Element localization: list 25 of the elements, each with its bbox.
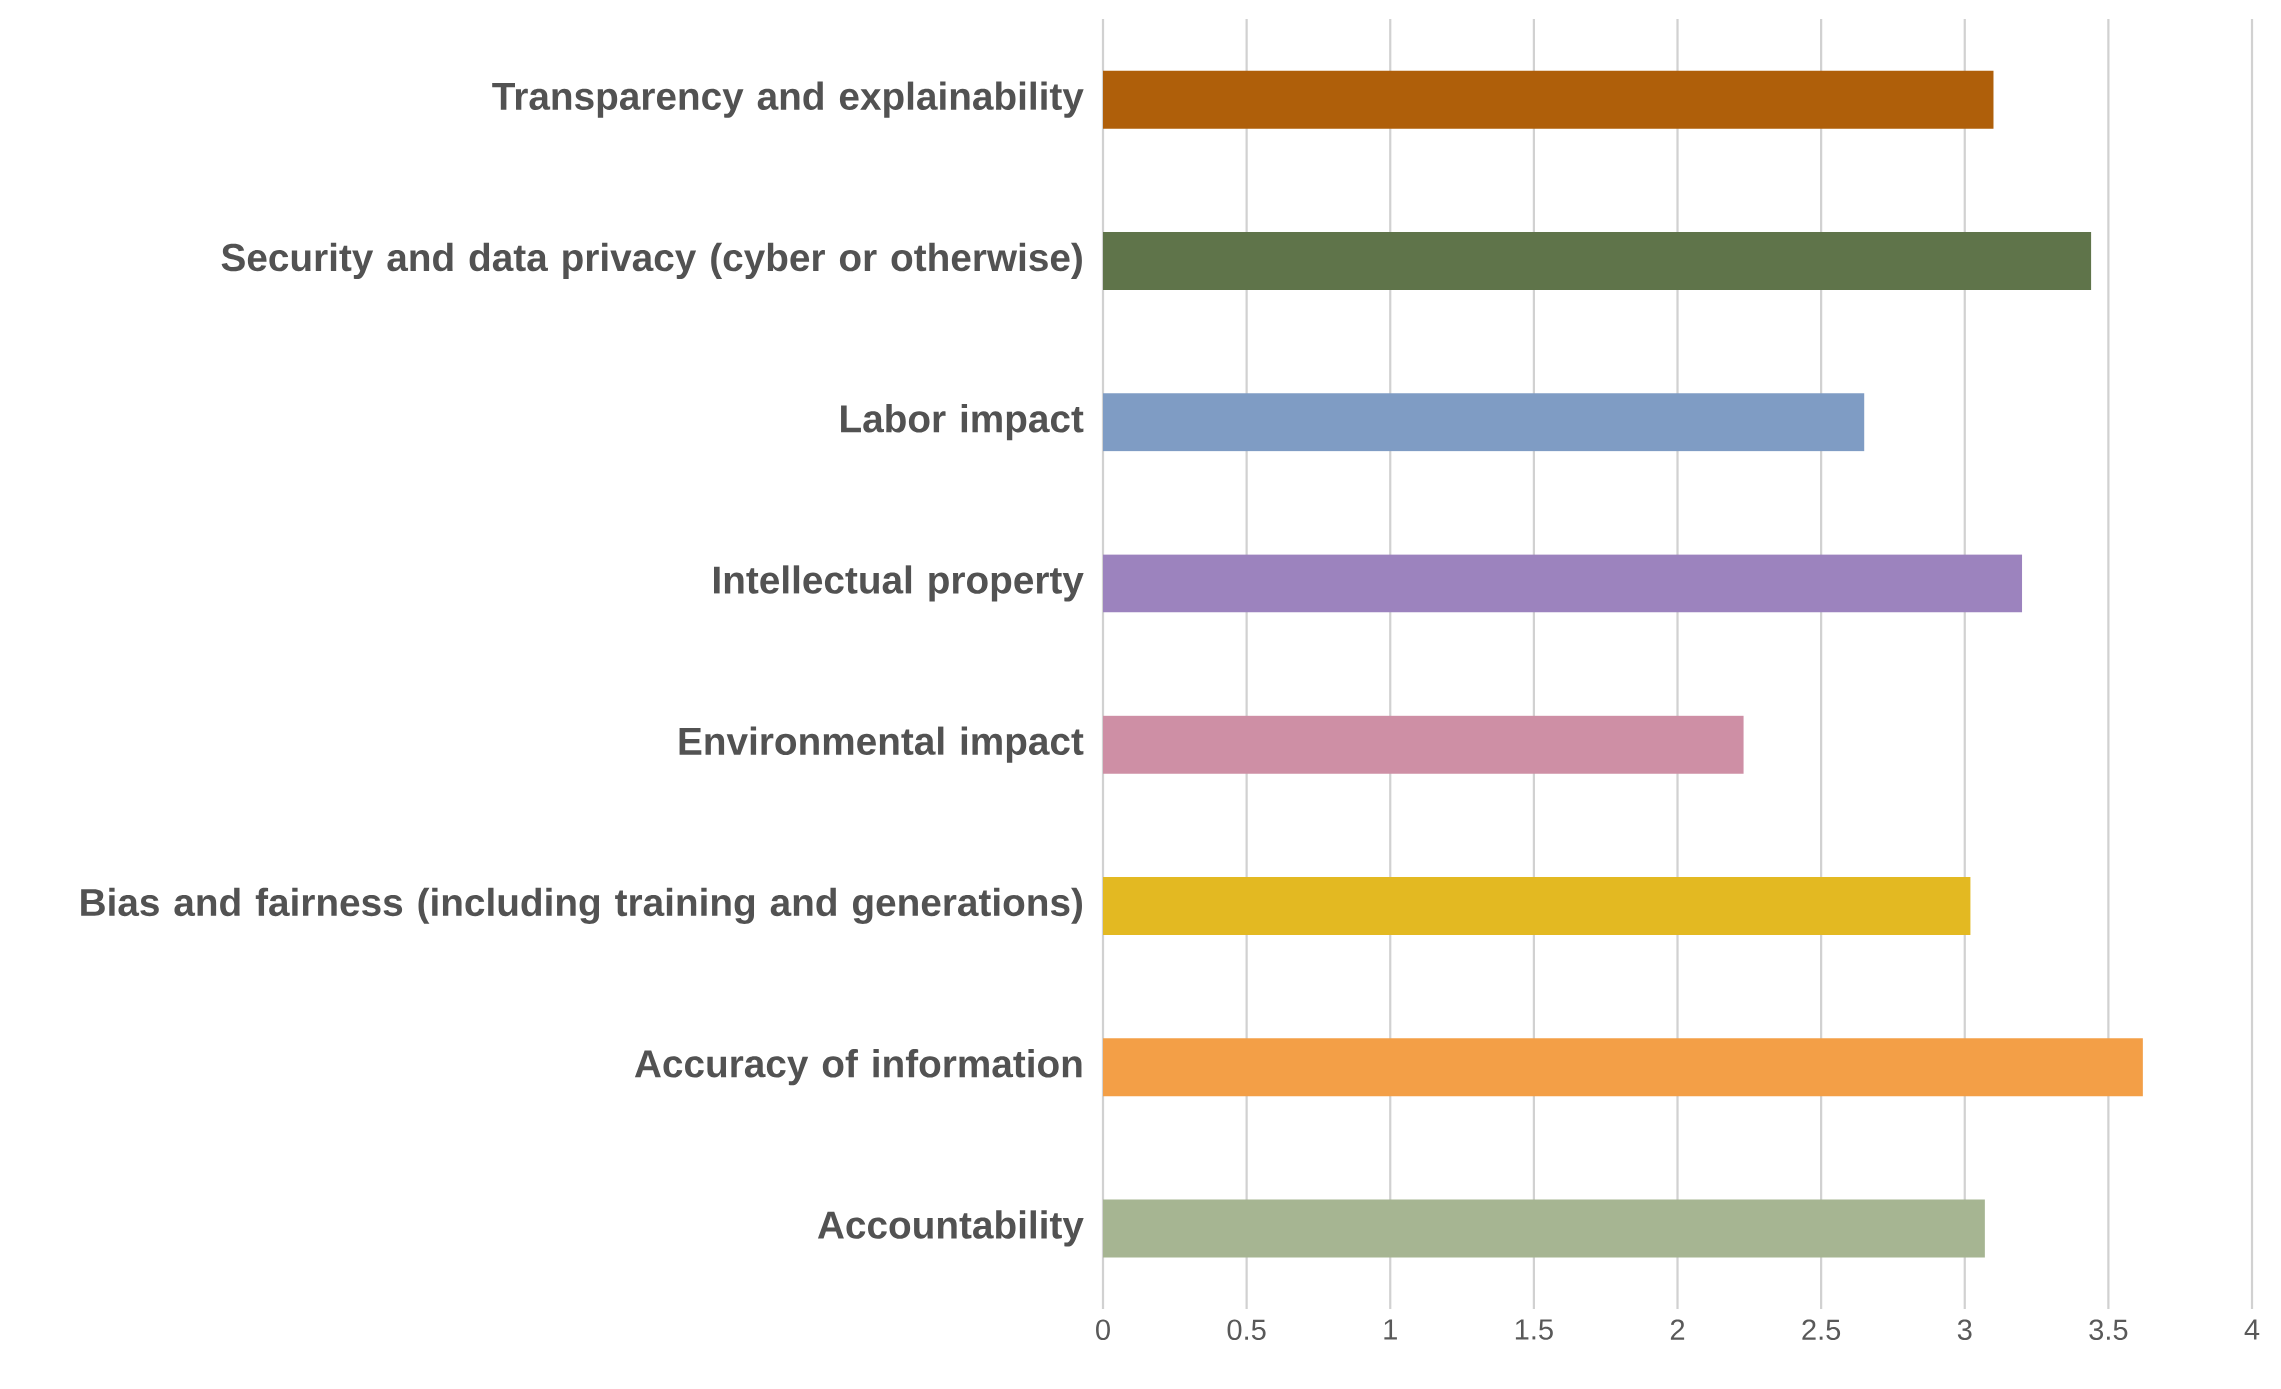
- x-tick-label: 3: [1957, 1319, 1972, 1341]
- bar: [1103, 1199, 1985, 1258]
- x-tick-label: 0: [1096, 1319, 1110, 1341]
- y-tick-label: Bias and fairness (including training and generations): [81, 887, 1082, 925]
- y-tick-label: Accuracy of information: [634, 1049, 1082, 1086]
- x-tick-label: 0.5: [1227, 1319, 1266, 1341]
- x-tick-label: 1.5: [1515, 1319, 1553, 1340]
- bar: [1103, 554, 2023, 613]
- bar: [1103, 393, 1865, 452]
- bar: [1103, 70, 1994, 129]
- bar: [1103, 231, 2092, 290]
- bar: [1103, 1038, 2143, 1097]
- y-tick-label: Accountability: [817, 1210, 1084, 1247]
- x-tick-label: 4: [2244, 1319, 2260, 1340]
- x-tick-label: 1: [1384, 1319, 1397, 1340]
- y-tick-label: Transparency and explainability: [492, 81, 1084, 118]
- x-tick-label: 3.5: [2089, 1319, 2128, 1341]
- x-tick-label: 2.5: [1802, 1319, 1841, 1341]
- bar: [1103, 876, 1971, 935]
- y-tick-label: Labor impact: [841, 404, 1084, 441]
- y-tick-label: Environmental impact: [679, 726, 1084, 763]
- bar: [1103, 715, 1744, 774]
- y-tick-label: Security and data privacy (cyber or otherwise): [221, 242, 1082, 279]
- x-tick-label: 2: [1670, 1319, 1685, 1340]
- y-tick-label: Intellectual property: [714, 565, 1084, 602]
